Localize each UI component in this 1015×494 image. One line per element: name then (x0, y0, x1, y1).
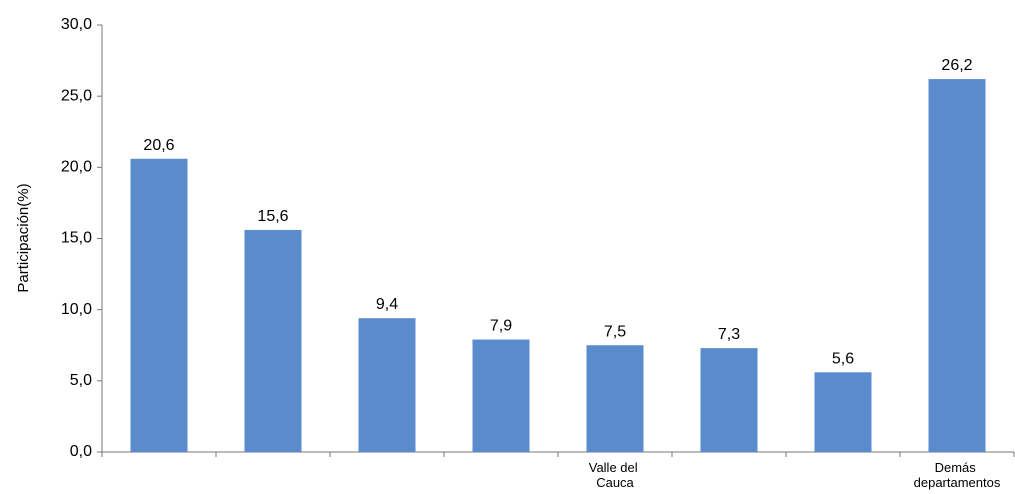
bar (358, 318, 416, 452)
y-axis-title: Participación(%) (15, 183, 32, 292)
y-tick-label: 15,0 (61, 230, 92, 247)
x-tick-label-line: departamentos (914, 475, 1001, 490)
bar (130, 158, 188, 452)
value-label: 7,3 (718, 326, 740, 343)
value-label: 9,4 (376, 296, 398, 313)
bar (814, 372, 872, 452)
x-tick-label: Valle del Cauca (589, 460, 642, 490)
y-tick-label: 0,0 (70, 443, 92, 460)
bar (586, 345, 644, 452)
value-label: 5,6 (832, 350, 854, 367)
bar (244, 229, 302, 452)
y-tick-label: 30,0 (61, 16, 92, 33)
y-tick-label: 10,0 (61, 301, 92, 318)
y-tick-label: 20,0 (61, 159, 92, 176)
value-label: 7,9 (490, 318, 512, 335)
x-tick-label-line: Cauca (596, 475, 634, 490)
x-tick-label: Demás departamentos (914, 460, 1001, 490)
value-label: 7,5 (604, 323, 626, 340)
x-tick-label-line: Valle del (589, 460, 642, 475)
y-tick-label: 25,0 (61, 87, 92, 104)
y-tick-label: 5,0 (70, 372, 92, 389)
value-label: 15,6 (257, 208, 288, 225)
value-label: 20,6 (143, 137, 174, 154)
bar (472, 339, 530, 452)
x-tick-label-line: Demás (935, 460, 980, 475)
bar (928, 79, 986, 452)
bar (700, 348, 758, 452)
value-label: 26,2 (941, 57, 972, 74)
